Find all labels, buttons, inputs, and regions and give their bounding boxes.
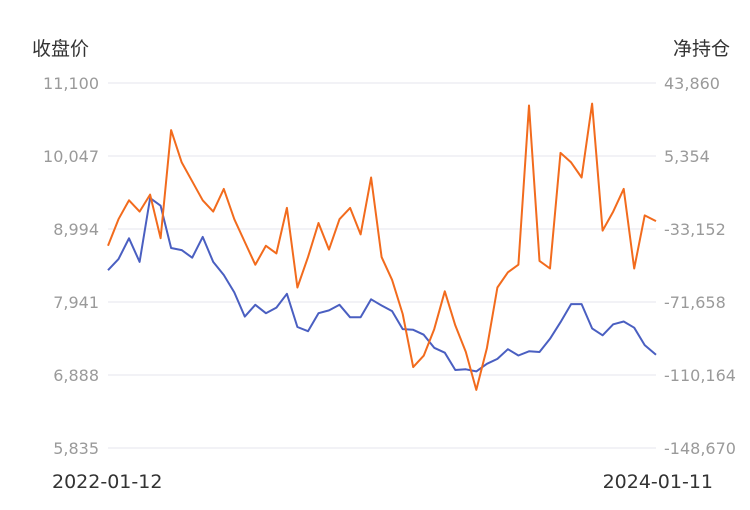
right-tick-label: 43,860 [664,74,720,93]
right-tick-label: -110,164 [664,366,736,385]
x-start-label: 2022-01-12 [52,471,162,493]
right-tick-label: -71,658 [664,293,726,312]
right-tick-labels: 43,860 5,354 -33,152 -71,658 -110,164 -148,67… [664,74,736,458]
left-tick-label: 10,047 [43,147,99,166]
grid-lines [108,82,656,449]
left-tick-label: 7,941 [53,293,99,312]
right-tick-label: -148,670 [664,439,736,458]
net-position-line [107,102,657,391]
left-tick-labels: 11,100 10,047 8,994 7,941 6,888 5,835 [43,74,99,458]
left-tick-label: 11,100 [43,74,99,93]
right-tick-label: -33,152 [664,220,726,239]
left-tick-label: 6,888 [53,366,99,385]
right-tick-label: 5,354 [664,147,710,166]
left-tick-label: 8,994 [53,220,99,239]
left-axis-title: 收盘价 [32,38,89,60]
right-axis-title: 净持仓 [673,38,730,60]
left-tick-label: 5,835 [53,439,99,458]
close-price-line [107,197,657,373]
x-end-label: 2024-01-11 [603,471,713,493]
series-lines [107,102,657,391]
